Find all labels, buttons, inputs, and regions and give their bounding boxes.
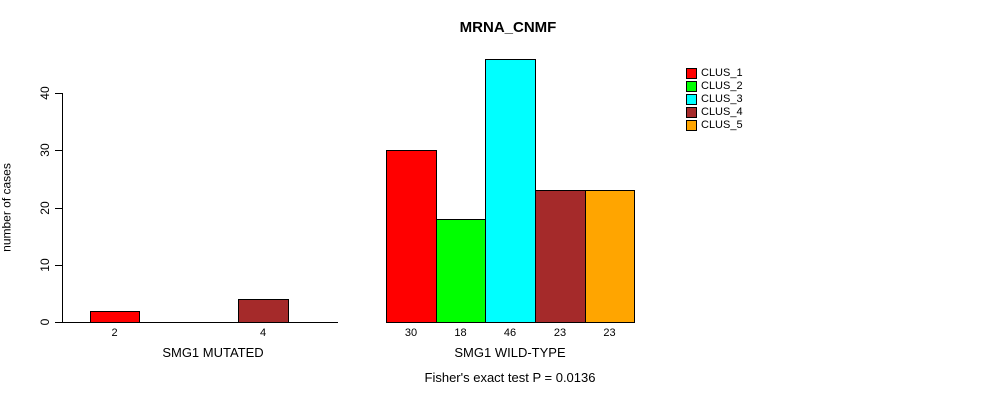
bar-clus_4-1 (238, 299, 289, 323)
x-axis-baseline (62, 322, 338, 323)
y-tick-mark (55, 208, 62, 209)
bar-value-label: 18 (454, 327, 467, 339)
bar-clus_5-2 (585, 190, 635, 323)
y-tick-mark (55, 150, 62, 151)
y-tick-mark (55, 265, 62, 266)
legend-label: CLUS_1 (701, 67, 743, 79)
bar-value-label: 46 (503, 327, 517, 339)
legend-label: CLUS_3 (701, 93, 743, 105)
legend-swatch-clus_2 (686, 80, 697, 92)
legend-swatch-clus_5 (686, 119, 697, 131)
legend-swatch-clus_3 (686, 93, 697, 105)
y-tick-label: 30 (38, 143, 52, 157)
legend-item: CLUS_5 (686, 119, 743, 131)
bar-clus_2-2 (436, 219, 486, 323)
y-tick-mark (55, 93, 62, 94)
group-label-2: SMG1 WILD-TYPE (454, 345, 566, 360)
legend-item: CLUS_4 (686, 106, 743, 118)
bar-clus_1-1 (90, 311, 140, 323)
y-axis-line (62, 93, 63, 323)
legend-label: CLUS_4 (701, 106, 743, 118)
y-tick-mark (55, 322, 62, 323)
footer-annotation: Fisher's exact test P = 0.0136 (424, 370, 596, 385)
y-tick-label: 0 (38, 318, 52, 326)
y-tick-label: 20 (38, 201, 52, 215)
legend: CLUS_1 CLUS_2 CLUS_3 CLUS_4 CLUS_5 (686, 67, 743, 132)
bar-clus_4-2 (535, 190, 586, 323)
legend-label: CLUS_5 (701, 119, 743, 131)
bar-clus_3-2 (485, 59, 536, 323)
legend-label: CLUS_2 (701, 80, 743, 92)
legend-swatch-clus_1 (686, 67, 697, 79)
y-axis-label: number of cases (0, 163, 14, 252)
bar-clus_1-2 (386, 150, 437, 323)
bar-value-label: 4 (259, 327, 267, 339)
legend-item: CLUS_1 (686, 67, 743, 79)
bar-value-label: 23 (603, 327, 616, 339)
chart-title: MRNA_CNMF (459, 19, 557, 36)
group-label-1: SMG1 MUTATED (162, 345, 264, 360)
bar-value-label: 23 (553, 327, 567, 339)
bar-value-label: 30 (404, 327, 418, 339)
y-tick-label: 40 (38, 86, 52, 100)
y-tick-label: 10 (38, 258, 52, 272)
legend-item: CLUS_3 (686, 93, 743, 105)
legend-item: CLUS_2 (686, 80, 743, 92)
bar-value-label: 2 (111, 327, 118, 339)
legend-swatch-clus_4 (686, 106, 697, 118)
